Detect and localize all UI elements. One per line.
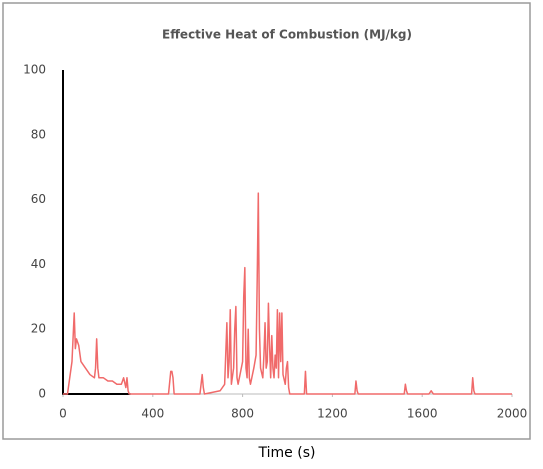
x-tick-label: 2000 xyxy=(497,407,528,421)
x-axis-label: Time (s) xyxy=(258,445,316,461)
y-tick-label: 80 xyxy=(31,127,46,141)
chart-frame xyxy=(2,2,531,440)
data-line xyxy=(63,192,512,395)
chart-title: Effective Heat of Combustion (MJ/kg) xyxy=(162,28,412,42)
y-tick-label: 0 xyxy=(38,387,46,401)
y-tick-label: 60 xyxy=(31,192,46,206)
x-tick-label: 800 xyxy=(231,407,254,421)
x-tick-label: 0 xyxy=(59,407,67,421)
y-tick-label: 40 xyxy=(31,257,46,271)
y-tick-label: 20 xyxy=(31,322,46,336)
y-tick-label: 100 xyxy=(23,63,46,77)
x-tick-label: 1600 xyxy=(407,407,438,421)
x-tick-label: 400 xyxy=(141,407,164,421)
x-tick-label: 1200 xyxy=(317,407,348,421)
